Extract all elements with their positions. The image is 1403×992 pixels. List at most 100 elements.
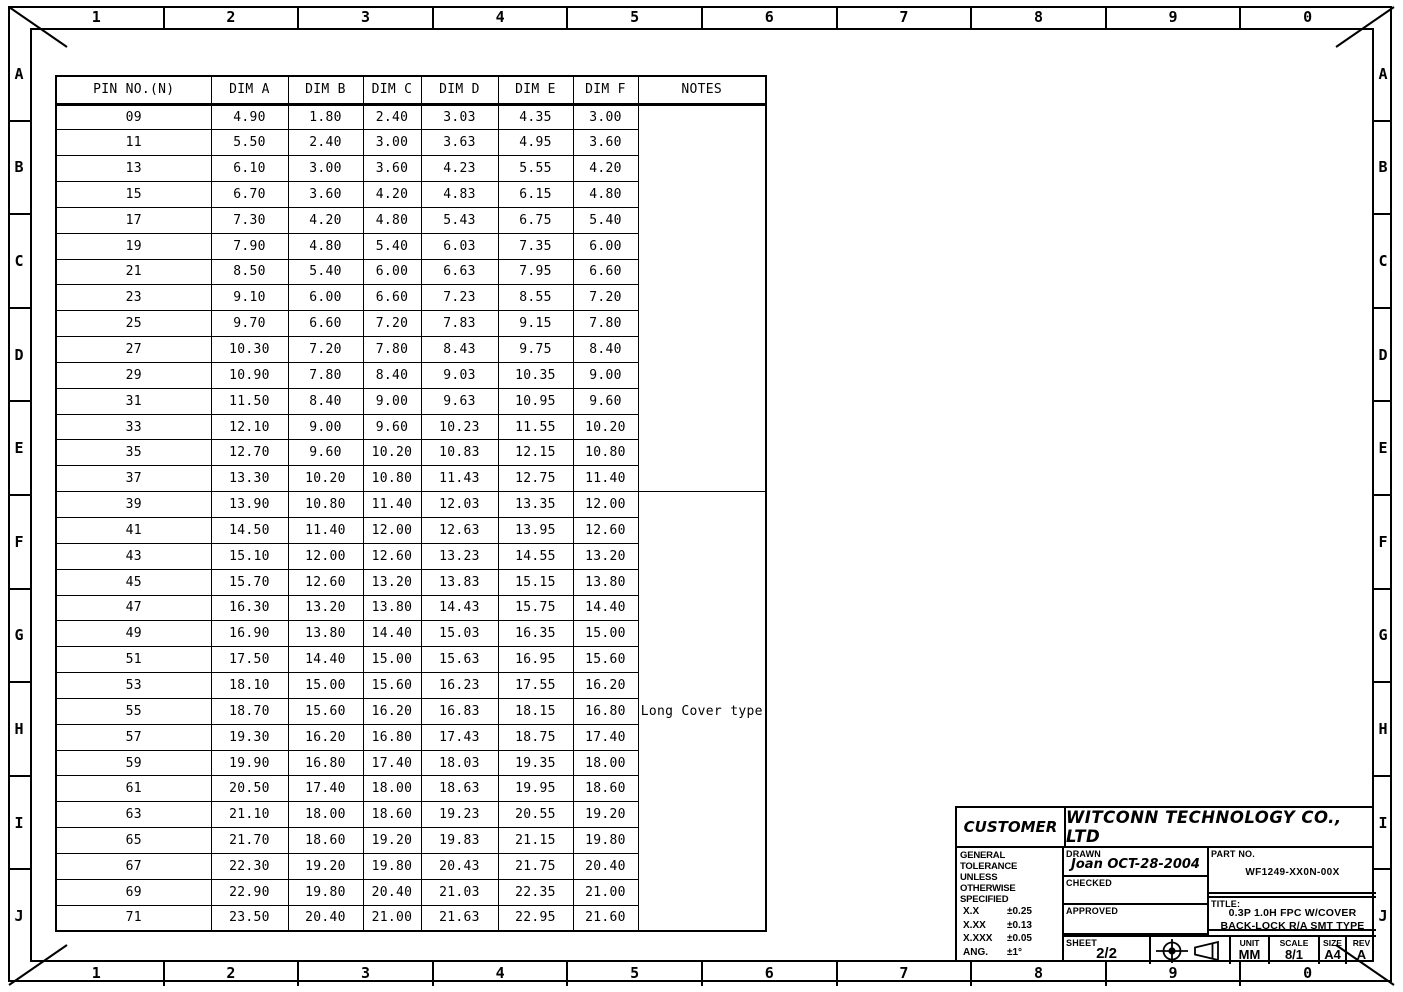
dim-cell: 18.00 [572,749,639,777]
dim-cell: 6.00 [362,258,422,286]
dim-cell: 13.80 [287,620,364,648]
pin-no-cell: 47 [55,594,212,622]
dim-cell: 10.23 [420,413,499,441]
dim-cell: 21.03 [420,878,499,906]
dim-cell: 12.70 [210,439,289,467]
dim-cell: 10.20 [572,413,639,441]
dim-cell: 14.50 [210,517,289,544]
dim-cell: 18.10 [210,672,289,699]
table-row: 55 18.70 15.60 16.20 16.83 18.15 16.80 [55,697,766,725]
company-name: WITCONN TECHNOLOGY CO., LTD [1066,808,1342,846]
dim-cell: 7.20 [572,284,639,312]
dim-cell: 18.60 [572,775,639,803]
pin-no-cell: 35 [55,439,212,467]
table-row: 45 15.70 12.60 13.20 13.83 15.15 13.80 [55,568,766,596]
dim-cell: 15.10 [210,542,289,570]
dim-cell: 9.03 [420,361,499,389]
tolerance-line: OTHERWISE SPECIFIED [960,883,1016,905]
dim-cell: 13.80 [362,594,422,622]
dim-cell: 4.80 [572,181,639,208]
grid-ref-3: 3 [299,6,434,28]
grid-ref-i: I [1374,777,1392,871]
dim-cell: 10.83 [420,439,499,467]
grid-ref-f: F [8,496,30,590]
dim-cell: 15.70 [210,568,289,596]
dim-cell: 6.75 [497,206,574,234]
dim-cell: 10.90 [210,361,289,389]
dim-cell: 19.20 [362,827,422,854]
dim-cell: 13.20 [572,542,639,570]
dim-cell: 3.63 [420,129,499,157]
dim-cell: 10.35 [497,361,574,389]
dim-cell: 12.75 [497,465,574,493]
dim-cell: 11.40 [362,491,422,518]
dim-cell: 12.60 [362,542,422,570]
size-value: A4 [1324,947,1341,962]
dim-cell: 4.23 [420,155,499,183]
sheet-label: SHEET [1066,938,1098,948]
dim-cell: 14.40 [362,620,422,648]
pin-no-cell: 33 [55,413,212,441]
dim-cell: 9.63 [420,387,499,415]
dim-cell: 6.00 [287,284,364,312]
tolerance-item-value: ±0.05 [1007,933,1032,944]
grid-ref-d: D [8,309,30,403]
dim-cell: 10.95 [497,387,574,415]
unit-cell: UNIT MM [1229,937,1268,964]
tolerance-item-value: ±1° [1007,946,1023,958]
dim-cell: 8.40 [362,361,422,389]
grid-ref-7: 7 [838,962,973,986]
grid-ref-6: 6 [703,6,838,28]
dim-cell: 11.40 [287,517,364,544]
dim-cell: 9.10 [210,284,289,312]
dim-cell: 16.35 [497,620,574,648]
dim-cell: 13.83 [420,568,499,596]
title-cell: TITLE: 0.3P 1.0H FPC W/COVER BACK-LOCK R… [1209,896,1376,932]
grid-ref-2: 2 [165,962,300,986]
pin-no-cell: 25 [55,310,212,338]
dim-cell: 19.90 [210,749,289,777]
dim-cell: 6.60 [572,258,639,286]
dim-cell: 14.40 [572,594,639,622]
dim-cell: 17.40 [287,775,364,803]
dim-cell: 6.70 [210,181,289,208]
rev-label: REV [1352,938,1371,948]
column-header: DIM D [420,75,499,106]
dim-cell: 9.15 [497,310,574,338]
drawn-cell: DRAWN Joan OCT-28-2004 [1064,848,1207,877]
grid-ref-b: B [8,122,30,216]
dim-cell: 18.15 [497,697,574,725]
dim-cell: 12.00 [362,517,422,544]
grid-ref-1: 1 [30,962,165,986]
dim-cell: 16.20 [287,723,364,751]
dim-cell: 11.43 [420,465,499,493]
dim-cell: 7.20 [362,310,422,338]
dim-cell: 4.80 [287,232,364,260]
dim-cell: 18.60 [287,827,364,854]
dim-cell: 12.10 [210,413,289,441]
column-header: DIM F [572,75,639,106]
grid-ref-c: C [1374,215,1392,309]
dim-cell: 7.80 [572,310,639,338]
dim-cell: 6.63 [420,258,499,286]
title-label: TITLE: [1211,899,1241,909]
dim-cell: 5.40 [572,206,639,234]
pin-no-cell: 45 [55,568,212,596]
dim-cell: 14.43 [420,594,499,622]
grid-ref-1: 1 [30,6,165,28]
tolerance-item: X.X ±0.25 [960,905,1059,919]
dim-cell: 18.00 [362,775,422,803]
grid-ref-8: 8 [972,962,1107,986]
dim-cell: 14.55 [497,542,574,570]
dim-cell: 13.30 [210,465,289,493]
scale-value: 8/1 [1284,947,1304,962]
dim-cell: 10.30 [210,336,289,363]
grid-ref-g: G [1374,590,1392,684]
dim-cell: 9.60 [362,413,422,441]
part-title-column: PART NO. WF1249-XX0N-00X TITLE: 0.3P 1.0… [1207,848,1376,935]
title-block-bottom-strip: SHEET 2/2 UNIT MM SCALE 8/1 [1064,935,1376,964]
grid-ref-4: 4 [434,962,569,986]
pin-no-cell: 37 [55,465,212,493]
drawn-value: Joan OCT-28-2004 [1071,857,1200,872]
